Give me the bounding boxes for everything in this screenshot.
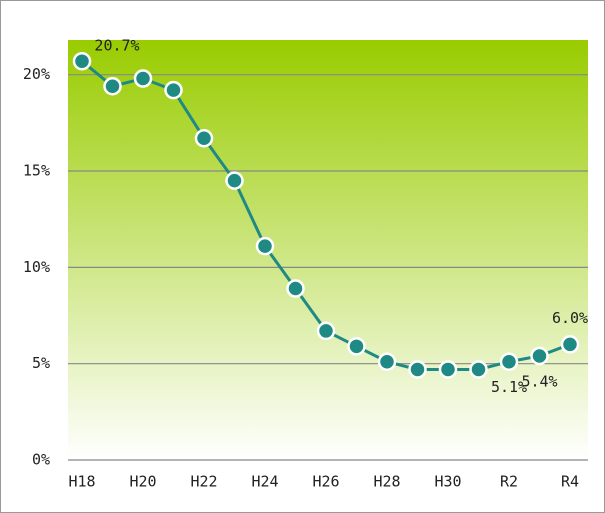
marker [438, 360, 458, 379]
marker [469, 360, 488, 379]
marker [194, 129, 214, 148]
x-tick-label: H18 [68, 473, 95, 491]
marker [255, 236, 275, 256]
value-label: 6.0% [552, 309, 588, 327]
marker [530, 346, 549, 366]
marker [377, 352, 397, 371]
marker [286, 279, 305, 298]
marker [347, 337, 366, 356]
marker [499, 352, 519, 371]
marker [560, 335, 580, 354]
marker [164, 80, 183, 100]
value-label: 20.7% [94, 37, 139, 55]
x-tick-label: H30 [434, 473, 461, 491]
marker [316, 321, 336, 341]
marker [133, 69, 153, 88]
x-tick-label: R2 [500, 473, 518, 491]
value-label: 5.1% [491, 378, 527, 396]
y-tick-label: 0% [32, 451, 50, 469]
marker [72, 51, 92, 71]
value-label: 5.4% [521, 372, 557, 390]
marker [225, 171, 244, 190]
x-tick-label: H22 [190, 473, 217, 491]
y-tick-label: 10% [23, 258, 50, 276]
marker [103, 76, 122, 96]
marker [408, 360, 427, 379]
x-tick-label: R4 [561, 473, 579, 491]
plot-area [68, 40, 588, 460]
x-tick-label: H20 [129, 473, 156, 491]
x-tick-label: H24 [251, 473, 278, 491]
x-tick-label: H28 [373, 473, 400, 491]
x-tick-label: H26 [312, 473, 339, 491]
y-tick-label: 20% [23, 65, 50, 83]
y-tick-label: 15% [23, 162, 50, 180]
y-tick-label: 5% [32, 354, 50, 372]
